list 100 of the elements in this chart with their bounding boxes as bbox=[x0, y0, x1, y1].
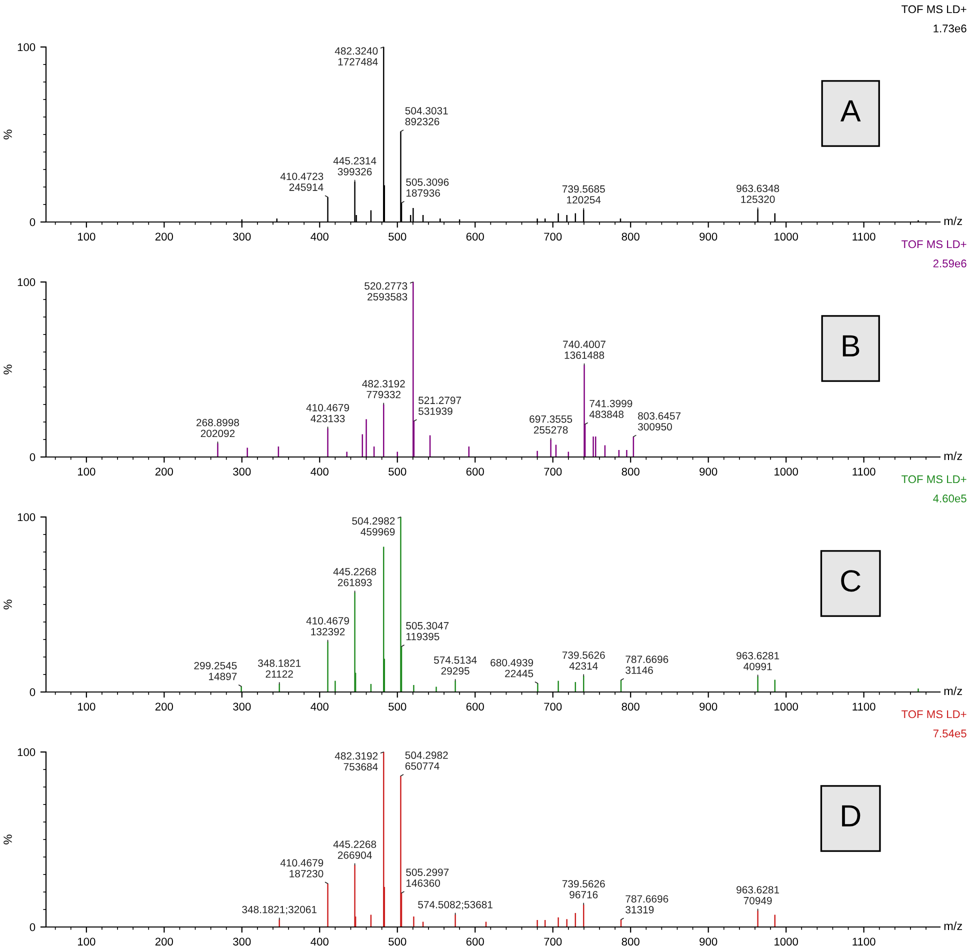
x-tick-label: 1100 bbox=[852, 938, 876, 946]
annotation: 445.2314 399326 bbox=[333, 157, 376, 176]
annotation: 739.5626 96716 bbox=[562, 880, 605, 898]
text: 7.54e5 bbox=[933, 730, 966, 738]
text: TOF MS LD+ bbox=[902, 5, 966, 14]
x-tick-label: 500 bbox=[388, 232, 406, 241]
text: TOF MS LD+ bbox=[902, 710, 966, 718]
y-axis-title: % bbox=[4, 834, 12, 844]
x-tick-label: 900 bbox=[700, 938, 718, 946]
x-tick-label: 200 bbox=[155, 702, 173, 711]
annotation: 741.3999 483848 bbox=[589, 400, 632, 418]
annotation: 680.4939 22445 bbox=[490, 658, 534, 678]
y-axis-title: % bbox=[4, 130, 12, 140]
text: 1.73e6 bbox=[934, 24, 966, 32]
x-tick-label: 900 bbox=[700, 232, 718, 241]
y-tick-label: 0 bbox=[30, 218, 36, 226]
annotation: 740.4007 1361488 bbox=[563, 340, 606, 359]
x-tick-label: 700 bbox=[544, 702, 562, 711]
annotation: 482.3192 779332 bbox=[362, 380, 405, 398]
x-axis-title: m/z bbox=[944, 216, 962, 226]
text: 2.59e6 bbox=[933, 260, 966, 268]
x-tick-label: 200 bbox=[155, 468, 173, 476]
annotation: 963.6281 70949 bbox=[736, 886, 780, 904]
annotation: B bbox=[842, 335, 860, 356]
y-tick-label: 100 bbox=[18, 278, 36, 286]
annotation: 504.3031 892326 bbox=[405, 107, 448, 126]
annotation: 505.3096 187936 bbox=[406, 178, 449, 197]
x-tick-label: 400 bbox=[310, 232, 328, 241]
x-tick-label: 800 bbox=[622, 702, 640, 711]
annotation: 410.4679 423133 bbox=[306, 404, 350, 422]
x-tick-label: 1100 bbox=[852, 702, 876, 711]
x-tick-label: 600 bbox=[466, 938, 484, 946]
x-tick-label: 100 bbox=[78, 232, 96, 241]
annotation: C bbox=[841, 570, 860, 592]
annotation: 787.6696 31146 bbox=[626, 656, 668, 674]
annotation: 410.4679 187230 bbox=[280, 859, 324, 878]
text: 4.60e5 bbox=[933, 494, 966, 502]
x-tick-label: 1100 bbox=[852, 468, 876, 476]
x-tick-label: 100 bbox=[78, 468, 96, 476]
annotation: 963.6281 40991 bbox=[736, 652, 780, 670]
x-tick-label: 200 bbox=[155, 938, 173, 946]
x-axis-title: m/z bbox=[944, 451, 962, 460]
x-tick-label: 800 bbox=[622, 938, 640, 946]
x-tick-label: 1000 bbox=[774, 702, 798, 711]
x-tick-label: 300 bbox=[233, 468, 251, 476]
x-tick-label: 100 bbox=[78, 702, 96, 711]
x-tick-label: 500 bbox=[388, 468, 406, 476]
x-tick-label: 400 bbox=[310, 702, 328, 711]
x-tick-label: 800 bbox=[622, 232, 640, 241]
y-tick-label: 100 bbox=[18, 748, 36, 756]
x-tick-label: 700 bbox=[544, 468, 562, 476]
x-tick-label: 500 bbox=[388, 938, 406, 946]
x-tick-label: 400 bbox=[310, 468, 328, 476]
y-axis-title: % bbox=[4, 600, 12, 610]
annotation: 574.5082;53681 bbox=[418, 900, 492, 910]
annotation: A bbox=[840, 100, 861, 122]
annotation: 520.2773 2593583 bbox=[364, 282, 408, 300]
annotation: 482.3192 753684 bbox=[334, 752, 378, 770]
y-axis-title: % bbox=[4, 364, 12, 374]
annotation: 445.2268 261893 bbox=[333, 568, 376, 586]
x-axis-title: m/z bbox=[944, 686, 962, 696]
x-tick-label: 500 bbox=[388, 702, 406, 711]
annotation: 348.1821;32061 bbox=[242, 906, 317, 914]
annotation: 521.2797 531939 bbox=[418, 396, 462, 415]
annotation: 268.8998 202092 bbox=[196, 418, 239, 438]
x-tick-label: 900 bbox=[700, 702, 718, 711]
x-tick-label: 700 bbox=[544, 938, 562, 946]
x-tick-label: 300 bbox=[233, 938, 251, 946]
y-tick-label: 100 bbox=[18, 43, 36, 52]
annotation: 410.4723 245914 bbox=[280, 172, 324, 191]
annotation: 739.5685 120254 bbox=[562, 185, 605, 204]
text: TOF MS LD+ bbox=[902, 240, 966, 248]
annotation: 697.3555 255278 bbox=[530, 415, 572, 434]
x-tick-label: 800 bbox=[622, 468, 640, 476]
x-tick-label: 1000 bbox=[774, 938, 798, 946]
x-tick-label: 700 bbox=[544, 232, 562, 241]
y-tick-label: 0 bbox=[30, 688, 36, 696]
annotation: 574.5134 29295 bbox=[434, 656, 477, 675]
y-tick-label: 0 bbox=[30, 923, 36, 932]
x-axis-title: m/z bbox=[944, 921, 962, 930]
annotation: 445.2268 266904 bbox=[333, 840, 376, 859]
x-tick-label: 1000 bbox=[774, 468, 798, 476]
x-tick-label: 400 bbox=[310, 938, 328, 946]
x-tick-label: 600 bbox=[466, 702, 484, 711]
annotation: 504.2982 459969 bbox=[352, 517, 395, 536]
x-tick-label: 300 bbox=[233, 702, 251, 711]
y-tick-label: 0 bbox=[30, 453, 36, 462]
annotation: D bbox=[842, 805, 860, 826]
annotation: 787.6696 31319 bbox=[626, 895, 668, 914]
x-tick-label: 200 bbox=[155, 232, 173, 241]
x-tick-label: 600 bbox=[466, 232, 484, 241]
x-tick-label: 300 bbox=[233, 232, 251, 241]
x-tick-label: 900 bbox=[700, 468, 718, 476]
x-tick-label: 1100 bbox=[852, 232, 876, 241]
annotation: 505.3047 119395 bbox=[406, 622, 449, 640]
y-tick-label: 100 bbox=[18, 513, 36, 522]
annotation: 482.3240 1727484 bbox=[334, 47, 378, 66]
annotation: 504.2982 650774 bbox=[405, 752, 448, 770]
annotation: 963.6348 125320 bbox=[736, 184, 780, 203]
x-tick-label: 600 bbox=[466, 468, 484, 476]
